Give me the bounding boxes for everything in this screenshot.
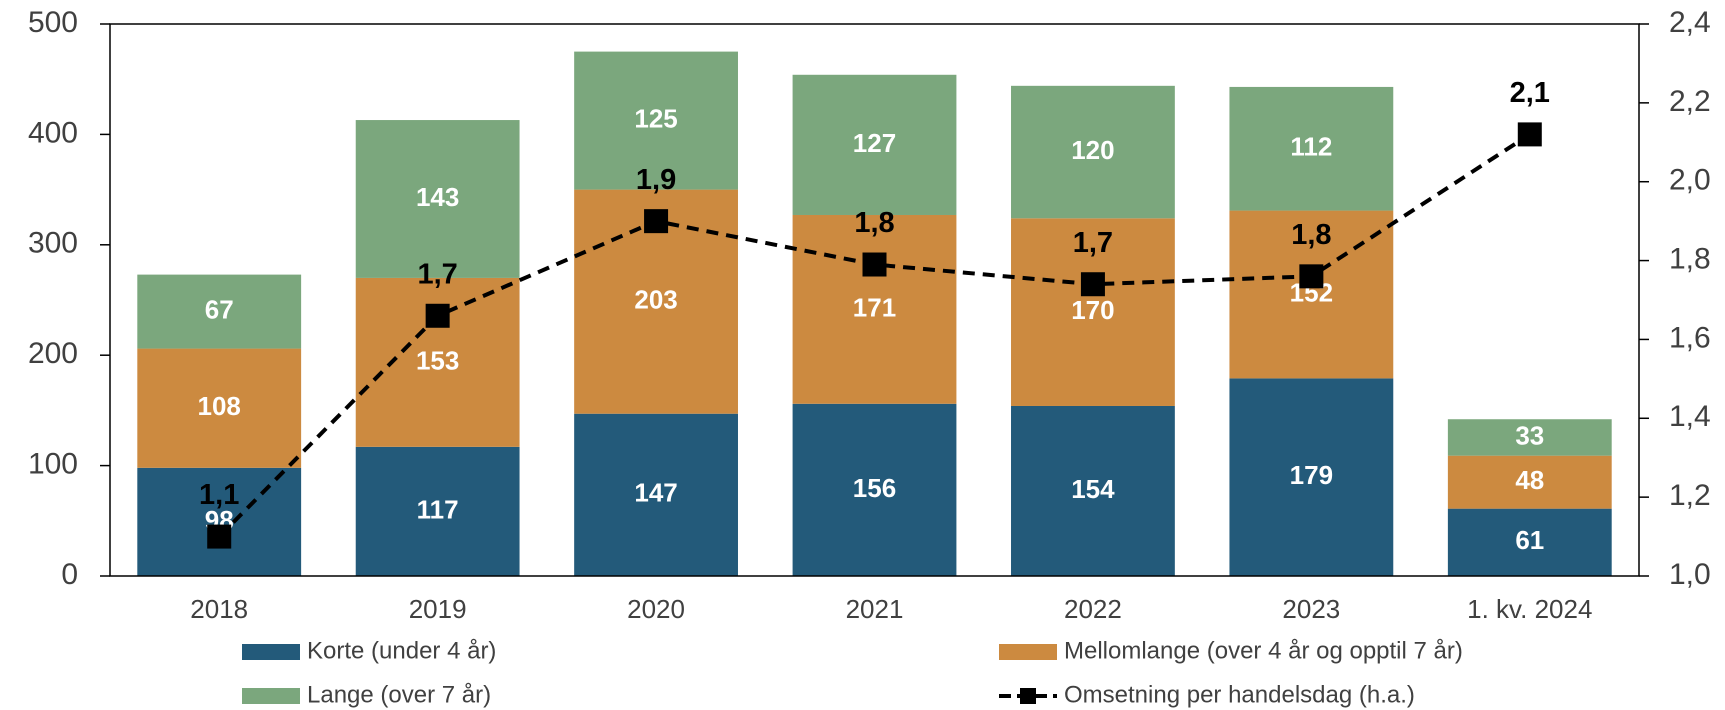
line-label: 1,1 (199, 479, 239, 511)
y2-tick-label: 2,4 (1669, 6, 1711, 39)
y2-tick-label: 1,6 (1669, 321, 1711, 354)
data-label: 154 (1071, 474, 1115, 504)
line-label: 1,7 (417, 258, 457, 290)
data-label: 170 (1071, 295, 1114, 325)
legend-swatch (1020, 688, 1036, 704)
x-tick-label: 2019 (409, 594, 467, 624)
bar (792, 214, 957, 404)
data-label: 171 (853, 292, 896, 322)
line-marker (644, 209, 669, 234)
bar (137, 274, 302, 349)
line-label: 1,8 (1291, 219, 1331, 251)
data-label: 127 (853, 128, 896, 158)
data-label: 67 (205, 294, 234, 324)
bar (574, 413, 738, 576)
data-label: 143 (416, 182, 459, 212)
y-tick-label: 400 (28, 116, 78, 149)
legend-label: Lange (over 7 år) (307, 681, 491, 708)
legend-label: Korte (under 4 år) (307, 637, 496, 664)
line-marker (1299, 264, 1324, 289)
data-label: 117 (417, 494, 459, 524)
data-label: 147 (634, 478, 677, 508)
y-tick-label: 500 (28, 6, 78, 39)
legend-label: Omsetning per handelsdag (h.a.) (1064, 681, 1415, 708)
x-tick-label: 2018 (190, 594, 248, 624)
y2-tick-label: 2,2 (1669, 85, 1711, 118)
data-label: 156 (853, 473, 896, 503)
data-label: 125 (634, 103, 677, 133)
y-tick-label: 0 (61, 558, 78, 591)
bar (137, 348, 302, 468)
x-tick-label: 1. kv. 2024 (1467, 594, 1592, 624)
x-tick-label: 2022 (1064, 594, 1122, 624)
data-label: 153 (416, 345, 459, 375)
legend-swatch (242, 688, 300, 704)
legend-label: Mellomlange (over 4 år og opptil 7 år) (1064, 637, 1463, 664)
data-label: 120 (1071, 135, 1114, 165)
data-label: 61 (1515, 525, 1544, 555)
bar (1011, 218, 1175, 406)
bar (1447, 508, 1612, 576)
y-tick-label: 300 (28, 227, 78, 260)
data-label: 108 (198, 391, 241, 421)
bar (1229, 378, 1394, 576)
bar (1229, 210, 1394, 379)
line-label: 2,1 (1510, 77, 1550, 109)
x-tick-label: 2021 (846, 594, 904, 624)
bar (574, 51, 738, 190)
bar (355, 446, 520, 576)
bar (792, 74, 957, 215)
y2-tick-label: 1,0 (1669, 558, 1711, 591)
line-marker (207, 524, 232, 549)
legend-swatch (242, 644, 300, 660)
y2-tick-label: 2,0 (1669, 164, 1711, 197)
y2-tick-label: 1,2 (1669, 479, 1711, 512)
line-marker (425, 303, 450, 328)
line-label: 1,7 (1073, 227, 1113, 259)
line-marker (862, 252, 887, 277)
data-label: 179 (1290, 460, 1333, 490)
bar (1011, 85, 1175, 219)
line-label: 1,8 (854, 207, 894, 239)
y2-tick-label: 1,4 (1669, 400, 1711, 433)
bar (792, 403, 957, 576)
x-tick-label: 2020 (627, 594, 685, 624)
bar (1229, 86, 1394, 211)
legend-swatch (999, 644, 1057, 660)
plot-frame (109, 23, 1640, 577)
x-tick-label: 2023 (1282, 594, 1340, 624)
bar (1447, 455, 1612, 509)
y-tick-label: 200 (28, 337, 78, 370)
data-label: 112 (1290, 132, 1332, 162)
y-tick-label: 100 (28, 448, 78, 481)
y2-tick-label: 1,8 (1669, 242, 1711, 275)
line-label: 1,9 (636, 164, 676, 196)
data-label: 203 (634, 285, 677, 315)
line-marker (1080, 272, 1105, 297)
data-label: 33 (1515, 420, 1544, 450)
bar (355, 120, 520, 278)
data-label: 48 (1515, 465, 1544, 495)
line-marker (1517, 122, 1542, 147)
bar (1011, 405, 1175, 576)
bar (137, 467, 302, 576)
bar (1447, 419, 1612, 456)
